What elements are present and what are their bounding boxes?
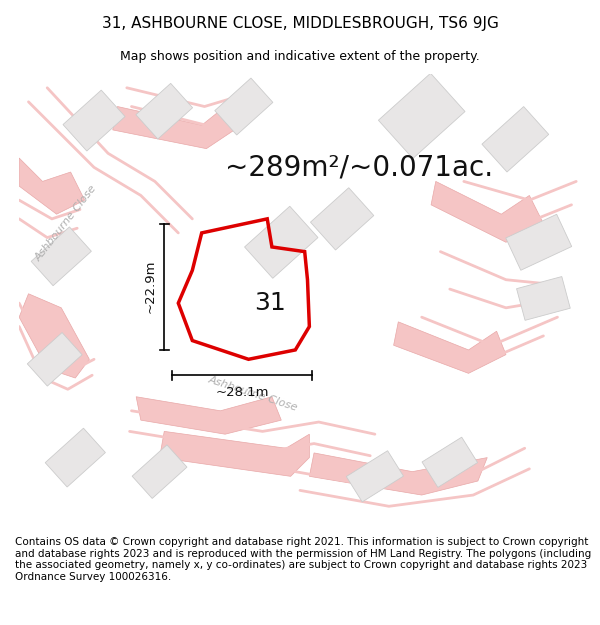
- Bar: [517, 276, 570, 321]
- Bar: [379, 73, 465, 159]
- Bar: [27, 332, 82, 386]
- Bar: [506, 214, 572, 270]
- Text: Contains OS data © Crown copyright and database right 2021. This information is : Contains OS data © Crown copyright and d…: [15, 537, 591, 582]
- Text: Map shows position and indicative extent of the property.: Map shows position and indicative extent…: [120, 50, 480, 63]
- Polygon shape: [19, 158, 85, 214]
- Text: Ashbourne Close: Ashbourne Close: [33, 184, 98, 264]
- Bar: [132, 445, 187, 499]
- Bar: [482, 107, 549, 172]
- Bar: [215, 78, 273, 135]
- Polygon shape: [394, 322, 506, 373]
- Bar: [245, 206, 318, 278]
- Bar: [63, 90, 125, 151]
- Bar: [31, 227, 91, 286]
- Bar: [422, 437, 478, 488]
- Bar: [45, 428, 106, 487]
- Polygon shape: [431, 181, 544, 243]
- Bar: [310, 188, 374, 250]
- Polygon shape: [310, 453, 487, 495]
- Text: Ashbourne Close: Ashbourne Close: [207, 375, 299, 413]
- Bar: [136, 83, 193, 139]
- Text: ~28.1m: ~28.1m: [215, 386, 269, 399]
- Bar: [346, 451, 403, 502]
- Text: ~289m²/~0.071ac.: ~289m²/~0.071ac.: [225, 153, 493, 181]
- Polygon shape: [160, 431, 310, 476]
- Text: 31: 31: [254, 291, 286, 315]
- Polygon shape: [19, 294, 89, 378]
- Polygon shape: [113, 106, 235, 149]
- Text: ~22.9m: ~22.9m: [144, 260, 157, 314]
- Text: 31, ASHBOURNE CLOSE, MIDDLESBROUGH, TS6 9JG: 31, ASHBOURNE CLOSE, MIDDLESBROUGH, TS6 …: [101, 16, 499, 31]
- Polygon shape: [136, 397, 281, 434]
